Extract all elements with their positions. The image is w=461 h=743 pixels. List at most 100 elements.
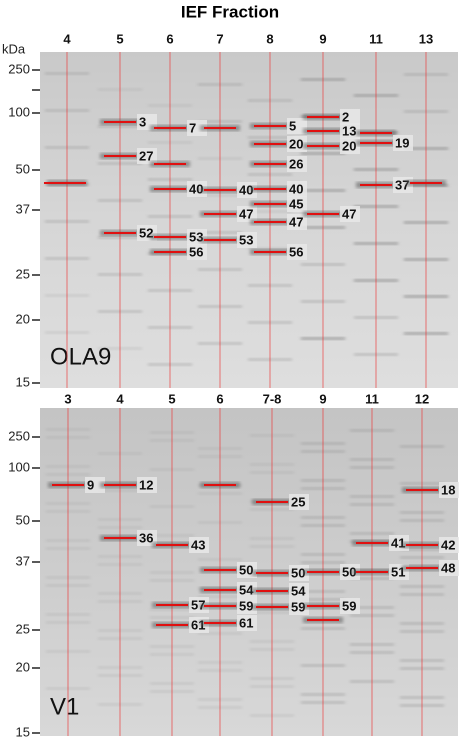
band-label: 37 xyxy=(395,177,409,192)
axis-tick-label: 100 xyxy=(8,104,30,119)
band-label: 61 xyxy=(239,615,253,630)
band-label-box xyxy=(189,537,209,553)
lane-label: 5 xyxy=(168,391,175,406)
band-label: 56 xyxy=(189,244,203,259)
band-label-box xyxy=(289,494,309,510)
band-label-box xyxy=(289,583,309,599)
band-label: 56 xyxy=(289,244,303,259)
axis-tick-label: 250 xyxy=(8,428,30,443)
band-label: 59 xyxy=(342,598,356,613)
band-label: 43 xyxy=(191,537,205,552)
band-label-box xyxy=(340,598,360,614)
band-label-box xyxy=(439,537,459,553)
axis-unit: kDa xyxy=(2,41,26,56)
band-label-box xyxy=(187,244,207,260)
band-label: 45 xyxy=(289,196,303,211)
band-label: 9 xyxy=(87,477,94,492)
band-label-box xyxy=(439,482,459,498)
lane-label: 13 xyxy=(419,31,433,46)
band-label: 12 xyxy=(139,477,153,492)
band-label: 13 xyxy=(342,123,356,138)
band-label: 59 xyxy=(291,599,305,614)
band-label: 50 xyxy=(342,564,356,579)
band-label: 20 xyxy=(289,136,303,151)
lane-label: 5 xyxy=(116,31,123,46)
axis-tick-label: 15 xyxy=(16,374,30,389)
axis-tick-label: 37 xyxy=(16,201,30,216)
band-label: 3 xyxy=(139,114,146,129)
band-label: 50 xyxy=(239,562,253,577)
band-label: 36 xyxy=(139,530,153,545)
band-label: 25 xyxy=(291,494,305,509)
band-label-box xyxy=(287,136,307,152)
band-label-box xyxy=(287,156,307,172)
lane-label: 3 xyxy=(64,391,71,406)
band-label-box xyxy=(137,477,157,493)
lane-label: 11 xyxy=(365,391,379,406)
band-label-box xyxy=(237,206,257,222)
band-label: 27 xyxy=(139,148,153,163)
band-label-box xyxy=(287,196,307,212)
band-label-box xyxy=(340,206,360,222)
axis-tick-label: 20 xyxy=(16,311,30,326)
lane-label: 11 xyxy=(369,31,383,46)
band-label-box xyxy=(85,477,105,493)
band-label-box xyxy=(340,138,360,154)
band-label: 53 xyxy=(189,229,203,244)
panel-label: V1 xyxy=(50,693,79,720)
band-label: 5 xyxy=(289,118,296,133)
lane-label: 6 xyxy=(166,31,173,46)
band-label-box xyxy=(287,118,307,134)
band-label: 7 xyxy=(189,120,196,135)
axis-tick-label: 100 xyxy=(8,459,30,474)
lane-label: 4 xyxy=(63,31,71,46)
lane-label: 9 xyxy=(319,31,326,46)
lane-label: 12 xyxy=(415,391,429,406)
band-label: 52 xyxy=(139,225,153,240)
band-label-box xyxy=(340,109,360,125)
band-label-box xyxy=(237,232,257,248)
band-label-box xyxy=(393,135,413,151)
axis-tick-label: 37 xyxy=(16,553,30,568)
band-label-box xyxy=(340,123,360,139)
band-label-box xyxy=(287,244,307,260)
band-label: 19 xyxy=(395,135,409,150)
band-label-box xyxy=(137,148,157,164)
band-label: 47 xyxy=(239,206,253,221)
lane-label: 4 xyxy=(116,391,124,406)
band-label-box xyxy=(237,615,257,631)
band-label: 59 xyxy=(239,598,253,613)
axis-tick-label: 20 xyxy=(16,659,30,674)
band-label: 47 xyxy=(342,206,356,221)
band-label: 54 xyxy=(239,582,254,597)
band-label: 41 xyxy=(391,535,405,550)
axis-tick-label: 50 xyxy=(16,161,30,176)
band-label: 47 xyxy=(289,214,303,229)
lane-label: 9 xyxy=(319,391,326,406)
lane-label: 7 xyxy=(216,31,223,46)
band-label-box xyxy=(340,564,360,580)
lane-label: 8 xyxy=(266,31,273,46)
band-label: 26 xyxy=(289,156,303,171)
band-label: 50 xyxy=(291,565,305,580)
band-label: 54 xyxy=(291,583,306,598)
axis-tick-label: 15 xyxy=(16,724,30,739)
band-label: 20 xyxy=(342,138,356,153)
band-label-box xyxy=(187,120,207,136)
figure-title: IEF Fraction xyxy=(181,2,279,21)
band-label: 40 xyxy=(239,182,253,197)
band-label-box xyxy=(287,214,307,230)
axis-tick-label: 25 xyxy=(16,621,30,636)
band-label: 2 xyxy=(342,109,349,124)
band-label: 40 xyxy=(289,181,303,196)
axis-tick-label: 250 xyxy=(8,61,30,76)
band-label: 40 xyxy=(189,181,203,196)
lane-label: 7-8 xyxy=(263,391,282,406)
band-label: 18 xyxy=(441,482,455,497)
axis-tick-label: 50 xyxy=(16,512,30,527)
lane-label: 6 xyxy=(216,391,223,406)
band-label: 42 xyxy=(441,537,455,552)
band-label: 53 xyxy=(239,232,253,247)
band-label: 48 xyxy=(441,560,455,575)
